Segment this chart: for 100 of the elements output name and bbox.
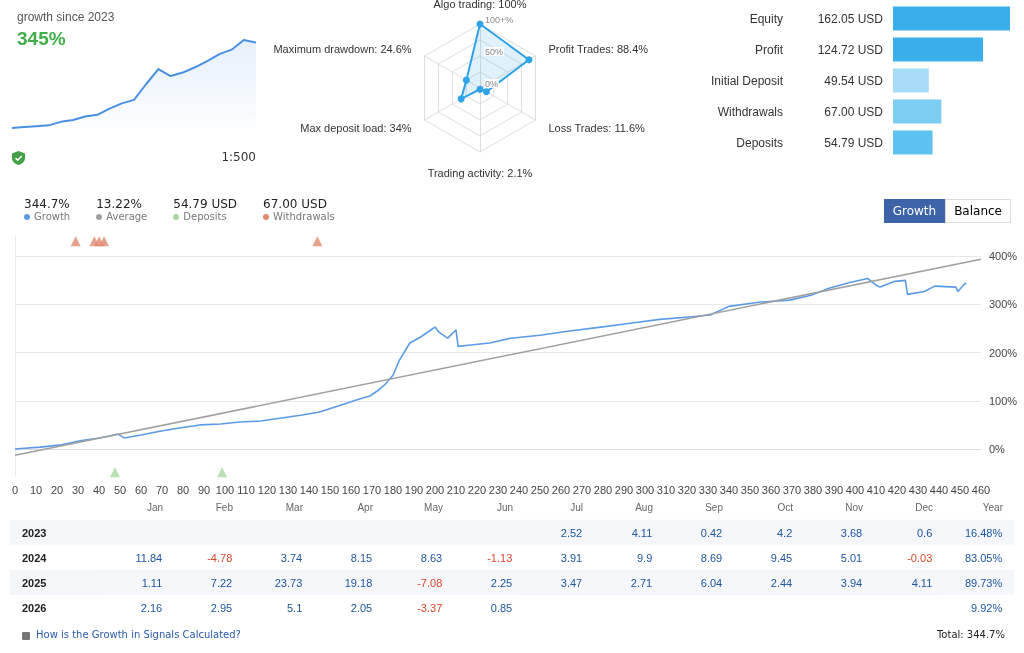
x-tick-label: 140 — [299, 483, 319, 496]
data-label: -4.78 — [207, 551, 233, 564]
spoke-label: Max deposit load: 34% — [300, 121, 412, 134]
x-tick-label: 350 — [740, 483, 760, 496]
data-label: 7.22 — [210, 576, 233, 589]
x-tick-label: 130 — [278, 483, 298, 496]
chart-subtitle: 345% — [17, 28, 66, 49]
x-tick-label: 0 — [11, 483, 19, 496]
data-label: 2.52 — [560, 526, 583, 539]
x-tick-label: 230 — [488, 483, 508, 496]
data-label: 6.04 — [700, 576, 723, 589]
bar — [893, 6, 1010, 31]
y-tick-label: Withdrawals — [717, 104, 783, 119]
legend-label: Withdrawals — [273, 211, 335, 222]
y-tick-label: 2023 — [22, 526, 47, 539]
data-label: 67.00 USD — [824, 104, 884, 119]
x-tick-label: 90 — [197, 483, 211, 496]
y-tick-label: 300% — [989, 298, 1018, 311]
text: 13.22% — [96, 197, 143, 211]
data-label: 4.11 — [631, 526, 653, 539]
y-tick-label: Equity — [749, 11, 783, 26]
data-label: 9.45 — [770, 551, 793, 564]
y-tick-label: 50% — [485, 46, 504, 57]
data-label: 162.05 USD — [817, 11, 884, 26]
text: How is the Growth in Signals Calculated? — [36, 629, 241, 640]
data-label: 2.95 — [210, 601, 233, 614]
x-tick-label: Year — [982, 501, 1004, 513]
x-tick-label: 310 — [656, 483, 676, 496]
x-tick-label: 70 — [155, 483, 169, 496]
y-tick-label: Initial Deposit — [710, 73, 784, 88]
x-tick-label: 390 — [824, 483, 844, 496]
data-label: -7.08 — [417, 576, 443, 589]
x-tick-label: 100 — [215, 483, 235, 496]
x-tick-label: 170 — [362, 483, 382, 496]
x-tick-label: 10 — [29, 483, 43, 496]
data-label: 1.11 — [141, 576, 163, 589]
data-label: 3.91 — [560, 551, 583, 564]
data-label: 0.85 — [490, 601, 513, 614]
x-tick-label: 220 — [467, 483, 487, 496]
x-tick-label: 210 — [446, 483, 466, 496]
y-tick-label: 0% — [989, 443, 1006, 456]
data-label: 23.73 — [274, 576, 303, 589]
text: 54.79 USD — [173, 197, 238, 211]
data-label: 4.11 — [911, 576, 933, 589]
x-tick-label: 160 — [341, 483, 361, 496]
text: Balance — [945, 199, 1011, 223]
y-tick-label: 200% — [989, 346, 1018, 359]
x-tick-label: 400 — [845, 483, 865, 496]
data-label: -0.03 — [907, 551, 933, 564]
bar — [893, 130, 933, 155]
x-tick-label: 80 — [176, 483, 190, 496]
data-label: 4.2 — [776, 526, 793, 539]
x-tick-label: 430 — [908, 483, 928, 496]
x-tick-label: 60 — [134, 483, 148, 496]
data-label: 2.71 — [630, 576, 653, 589]
y-tick-label: 0% — [485, 78, 499, 89]
spoke-label: Profit Trades: 88.4% — [548, 42, 649, 55]
x-tick-label: 250 — [530, 483, 550, 496]
x-tick-label: Feb — [215, 501, 234, 513]
data-label: 9.92% — [971, 601, 1003, 614]
y-tick-label: 2026 — [22, 601, 47, 614]
text: 1:500 — [221, 150, 256, 164]
x-tick-label: Oct — [777, 501, 794, 513]
data-label: 0.6 — [916, 526, 933, 539]
data-label: 8.63 — [420, 551, 443, 564]
y-tick-label: 400% — [989, 250, 1018, 263]
text: 67.00 USD — [263, 197, 328, 211]
data-label: 2.05 — [350, 601, 373, 614]
x-tick-label: 150 — [320, 483, 340, 496]
x-tick-label: 280 — [593, 483, 613, 496]
data-label: 49.54 USD — [824, 73, 884, 88]
data-label: 89.73% — [964, 576, 1003, 589]
y-tick-label: Deposits — [736, 135, 783, 150]
x-tick-label: 290 — [614, 483, 634, 496]
data-label: 9.9 — [636, 551, 653, 564]
x-tick-label: 50 — [113, 483, 127, 496]
x-tick-label: 420 — [887, 483, 907, 496]
legend-label: Growth — [34, 211, 71, 222]
text: Growth — [883, 199, 946, 223]
data-label: 3.74 — [280, 551, 303, 564]
x-tick-label: 120 — [257, 483, 277, 496]
spoke-label: Trading activity: 2.1% — [427, 166, 533, 179]
x-tick-label: 320 — [677, 483, 697, 496]
bar — [893, 99, 942, 124]
x-tick-label: 450 — [950, 483, 970, 496]
text: 344.7% — [24, 197, 71, 211]
y-tick-label: Profit — [754, 42, 784, 57]
x-tick-label: 260 — [551, 483, 571, 496]
x-tick-label: Jun — [496, 501, 513, 513]
x-tick-label: 190 — [404, 483, 424, 496]
data-label: 3.68 — [840, 526, 863, 539]
legend-label: Deposits — [183, 211, 227, 222]
x-tick-label: 360 — [761, 483, 781, 496]
x-tick-label: 460 — [971, 483, 991, 496]
data-label: 5.01 — [840, 551, 863, 564]
x-tick-label: Jan — [146, 501, 163, 513]
x-tick-label: Mar — [285, 501, 304, 513]
y-tick-label: 2025 — [22, 576, 47, 589]
data-label: -1.13 — [487, 551, 513, 564]
spoke-label: Maximum drawdown: 24.6% — [273, 42, 412, 55]
